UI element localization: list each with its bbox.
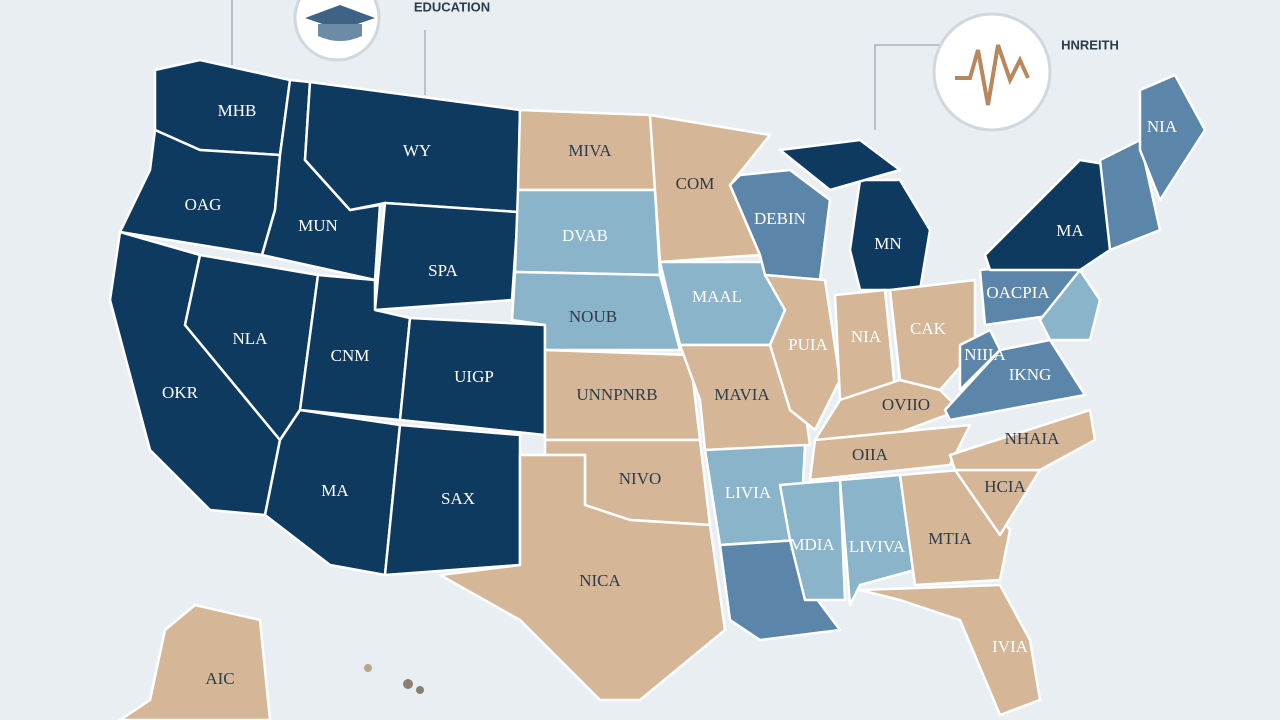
island [364,664,372,672]
state [948,408,1097,472]
state [778,478,847,602]
state [888,278,977,392]
state-label: MAAL [692,287,742,306]
state-label: NICA [579,571,621,590]
state-label: NHAIA [1005,429,1060,448]
state [1038,268,1102,342]
state [858,583,1042,717]
state-label: MIVA [568,141,612,160]
state-label: SAX [441,489,475,508]
island [403,679,413,689]
state-label: MA [1056,221,1084,240]
state-label: OACPIA [986,283,1050,302]
icons [231,0,940,130]
state-label: NIA [851,327,882,346]
state-label: OIIA [852,445,889,464]
state-label: MA [321,481,349,500]
state-label: LIVIA [725,483,772,502]
state-label: CAK [910,319,947,338]
state-label: OKR [162,383,199,402]
state [838,473,917,607]
health-label: HNREITH [1061,37,1119,52]
state-label: CNM [331,346,370,365]
state-label: NIIIA [964,345,1006,364]
state-label: WY [403,141,431,160]
state-label: OVIIO [882,395,930,414]
connector [231,0,940,130]
state [1098,138,1162,252]
state-label: MDIA [789,535,835,554]
state-label: MAVIA [714,385,770,404]
state [808,423,972,482]
state-labels: MHB WY OAG MUN SPA NLA CNM UIGP OKR MA S… [162,101,1178,688]
state [438,453,727,702]
state-label: IVIA [992,637,1029,656]
state-label: UNNPNRB [576,385,657,404]
pulse [955,44,1030,106]
state [778,138,902,192]
state [763,273,842,432]
state-label: NIA [1147,117,1178,136]
education-label: EDUCATION [414,0,490,14]
state [958,328,1002,392]
state-label: DEBIN [754,209,806,228]
cap-base [318,24,362,41]
island [416,686,424,694]
state-label: NOUB [569,307,617,326]
state-label: SPA [428,261,458,280]
state-label: NLA [233,329,269,348]
state-label: MTIA [928,529,972,548]
state-label: UIGP [454,367,494,386]
state-label: MN [874,234,901,253]
state-label: OAG [185,195,222,214]
state [373,201,520,312]
states [108,58,1207,720]
state-label: MUN [298,216,338,235]
state-label: PUIA [788,335,828,354]
state-label: LIVIVA [849,537,906,556]
state-label: NIVO [619,469,662,488]
state-label: MHB [218,101,257,120]
state-label: AIC [205,669,234,688]
state [1138,73,1207,202]
state-label: DVAB [562,226,608,245]
state-label: IKNG [1009,365,1052,384]
state-label: HCIA [984,477,1026,496]
state-label: COM [676,174,715,193]
state [118,603,272,720]
cap [305,5,375,30]
